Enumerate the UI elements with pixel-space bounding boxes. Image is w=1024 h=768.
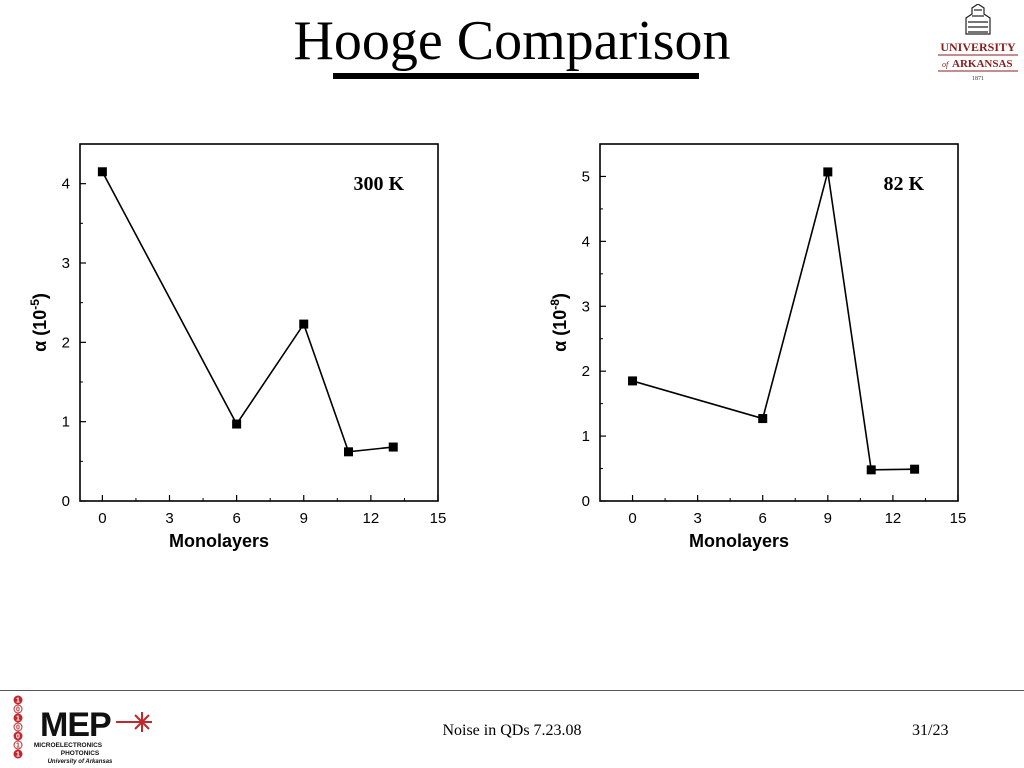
x-tick-label: 15: [430, 510, 447, 527]
chart-annotation: 82 K: [883, 173, 924, 195]
y-tick-label: 3: [62, 255, 70, 272]
binary-digit-dot: [13, 749, 23, 759]
university-logo-arkansas: ARKANSAS: [952, 58, 1013, 70]
y-tick-label: 2: [62, 334, 70, 351]
mep-logo-letters: MEP: [40, 706, 111, 744]
binary-digit-dot: [13, 731, 23, 741]
x-tick-label: 6: [759, 510, 767, 527]
mep-logo-line2: PHOTONICS: [61, 750, 100, 757]
x-tick-label: 15: [950, 510, 967, 527]
y-axis-label: α (10-8): [548, 293, 570, 352]
university-of-arkansas-logo: UNIVERSITY of ARKANSAS 1871: [938, 4, 1018, 82]
binary-digit: 1: [16, 743, 20, 750]
laser-star-icon: [116, 712, 152, 732]
data-point-marker: [299, 319, 309, 329]
binary-digit-dot: [13, 704, 23, 714]
x-tick-label: 12: [363, 510, 380, 527]
x-axis-label: Monolayers: [689, 531, 789, 551]
footer-divider: [0, 690, 1024, 691]
binary-digit-dot: [13, 740, 23, 750]
mep-logo: 1 0 1 0 0 1 1 MEP MICROELECTRONICS PHOTONICS U…: [13, 695, 152, 765]
chart-annotation: 300 K: [353, 173, 404, 195]
university-logo-year: 1871: [972, 76, 984, 82]
footer-page-number: 31/23: [912, 722, 949, 739]
y-tick-label: 1: [582, 428, 590, 445]
y-tick-label: 0: [62, 493, 70, 510]
x-tick-label: 6: [232, 510, 240, 527]
binary-digits-icon: 1 0 1 0 0 1 1: [13, 695, 23, 759]
x-tick-label: 0: [628, 510, 636, 527]
data-point-marker: [232, 419, 242, 429]
series-line: [632, 171, 915, 471]
y-tick-label: 5: [582, 168, 590, 185]
university-logo-of: of: [942, 60, 950, 69]
data-point-marker: [910, 464, 920, 474]
y-tick-label: 4: [62, 176, 70, 193]
y-tick-label: 0: [582, 493, 590, 510]
old-main-building-icon: [965, 4, 991, 35]
binary-digit: 1: [16, 716, 20, 723]
title-underline: [333, 73, 699, 79]
y-tick-label: 2: [582, 363, 590, 380]
mep-logo-line1: MICROELECTRONICS: [34, 742, 103, 749]
y-tick-label: 1: [62, 414, 70, 431]
y-axis-label: α (10-5): [28, 293, 50, 352]
x-tick-label: 9: [824, 510, 832, 527]
binary-digit: 0: [16, 725, 20, 732]
x-tick-label: 3: [165, 510, 173, 527]
data-point-marker: [628, 376, 638, 386]
data-point-marker: [758, 414, 768, 424]
data-point-marker: [823, 167, 833, 177]
data-point-marker: [97, 167, 107, 177]
binary-digit: 0: [16, 734, 20, 741]
binary-digit: 0: [16, 707, 20, 714]
plot-frame: [79, 143, 439, 502]
x-axis-label: Monolayers: [169, 531, 269, 551]
x-tick-label: 0: [98, 510, 106, 527]
data-point-marker: [388, 442, 398, 452]
binary-digit: 1: [16, 752, 20, 759]
binary-digit: 1: [16, 698, 20, 705]
mep-logo-line3: University of Arkansas: [48, 759, 113, 765]
x-tick-label: 3: [693, 510, 701, 527]
slide-title: Hooge Comparison: [293, 10, 731, 72]
x-tick-label: 12: [885, 510, 902, 527]
binary-digit-dot: [13, 722, 23, 732]
binary-digit-dot: [13, 695, 23, 705]
y-tick-label: 4: [582, 233, 590, 250]
binary-digit-dot: [13, 713, 23, 723]
data-point-marker: [344, 447, 353, 457]
footer-presentation-title: Noise in QDs 7.23.08: [442, 722, 582, 739]
x-tick-label: 9: [300, 510, 308, 527]
data-point-marker: [866, 465, 876, 475]
series-line: [101, 171, 394, 453]
plot-frame: [599, 143, 959, 502]
university-logo-text: UNIVERSITY: [940, 40, 1016, 54]
y-tick-label: 3: [582, 298, 590, 315]
